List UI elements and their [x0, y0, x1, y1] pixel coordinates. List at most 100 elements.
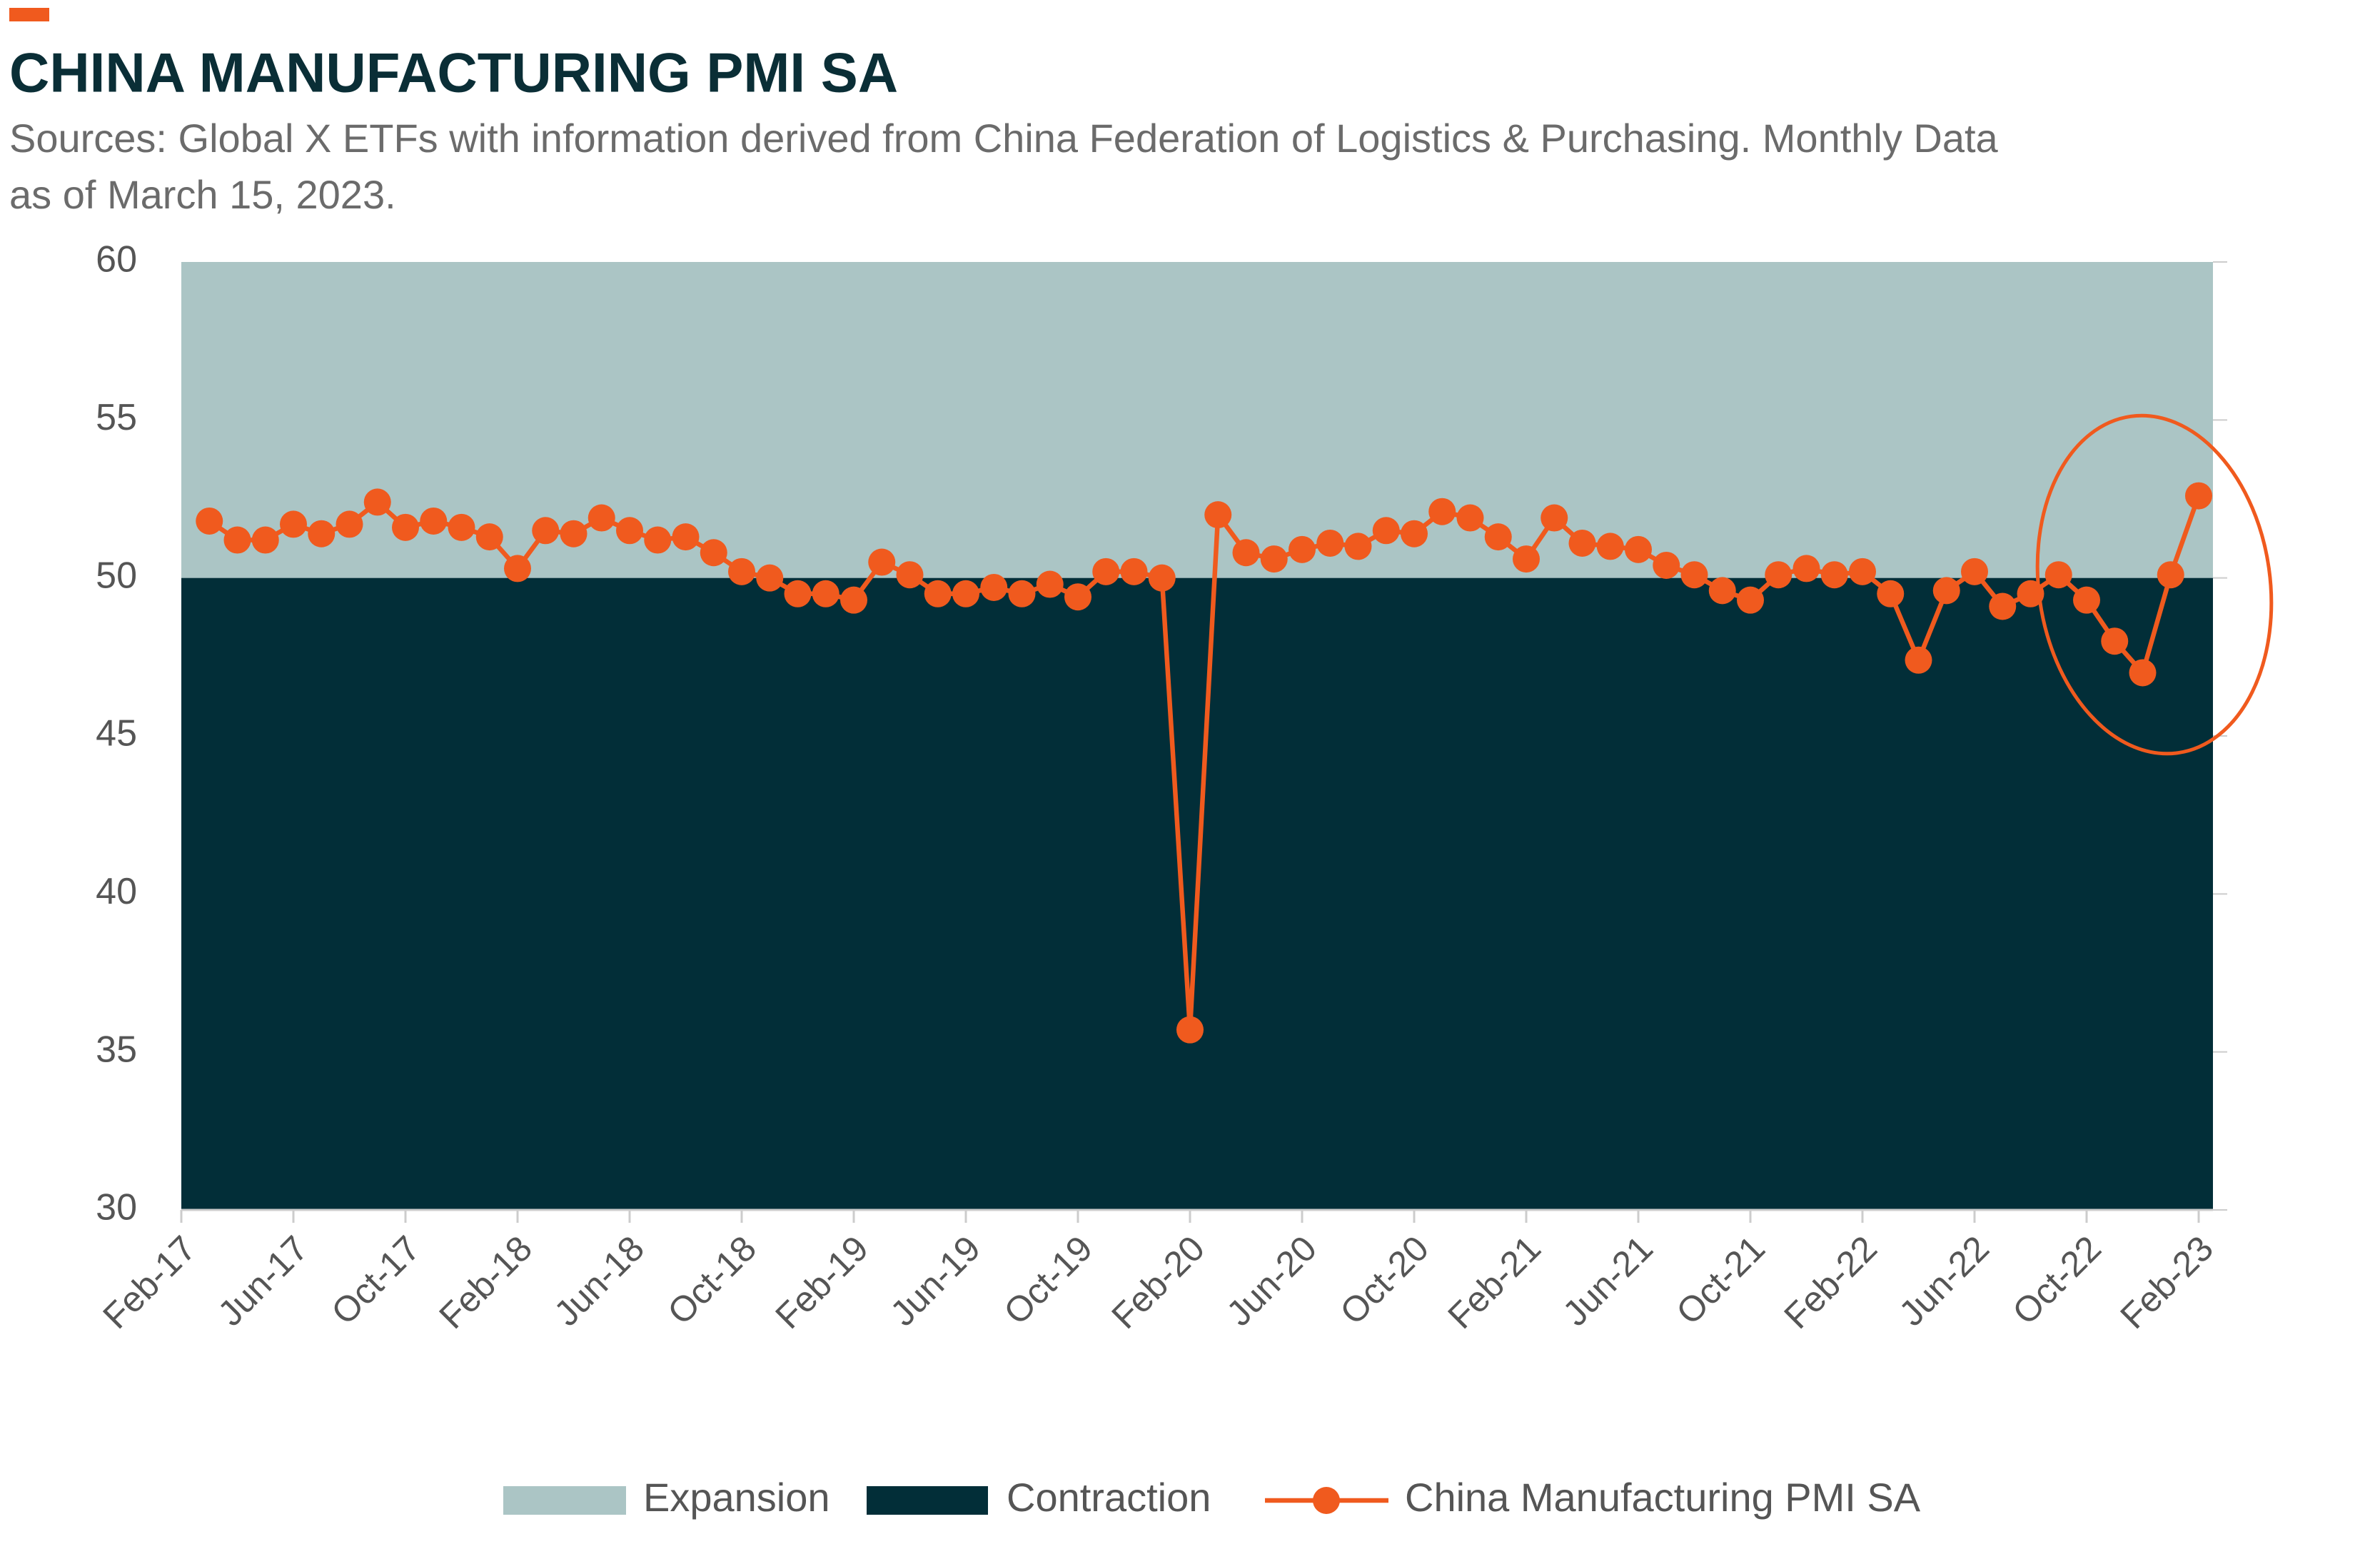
data-point [363, 488, 391, 516]
data-point [672, 523, 700, 551]
x-tick-label: Feb-22 [1776, 1228, 1885, 1337]
data-point [2157, 561, 2184, 589]
x-tick-label: Feb-20 [1104, 1228, 1212, 1337]
data-point [1344, 533, 1372, 560]
y-tick-label: 50 [96, 555, 137, 596]
x-tick-label: Oct-20 [1332, 1228, 1436, 1333]
data-point [251, 526, 279, 554]
x-tick-label: Jun-20 [1219, 1228, 1324, 1334]
legend-swatch [503, 1486, 626, 1515]
data-point [700, 539, 727, 567]
data-point [1316, 529, 1344, 557]
data-point [532, 517, 560, 545]
data-point [1260, 545, 1288, 573]
data-point [616, 517, 643, 545]
chart-title: CHINA MANUFACTURING PMI SA [9, 41, 898, 104]
data-point [1232, 539, 1260, 567]
data-point [1401, 520, 1428, 548]
y-tick-label: 30 [96, 1187, 137, 1228]
data-point [2129, 659, 2157, 687]
data-point [588, 504, 615, 532]
data-point [1541, 504, 1568, 532]
data-point [1905, 646, 1932, 674]
x-tick-label: Feb-21 [1440, 1228, 1548, 1337]
x-tick-label: Feb-23 [2112, 1228, 2221, 1337]
x-tick-label: Feb-19 [767, 1228, 876, 1337]
data-point [1456, 504, 1484, 532]
data-point [1737, 586, 1764, 614]
y-tick-label: 55 [96, 397, 137, 438]
data-point [1484, 523, 1512, 551]
x-tick-label: Feb-18 [431, 1228, 540, 1337]
data-point [336, 510, 363, 538]
data-point [475, 523, 503, 551]
x-tick-label: Jun-21 [1555, 1228, 1660, 1334]
data-point [308, 520, 336, 548]
chart-subtitle: as of March 15, 2023. [9, 172, 396, 217]
data-point [1064, 583, 1091, 611]
legend-label: Contraction [1007, 1475, 1211, 1520]
data-point [1008, 580, 1036, 607]
data-point [196, 507, 223, 535]
data-point [1820, 561, 1848, 589]
highlight-ellipse [2035, 413, 2274, 756]
data-point [896, 561, 924, 589]
y-tick-label: 60 [96, 239, 137, 281]
data-point [1204, 501, 1232, 529]
data-point [1708, 577, 1736, 605]
x-tick-label: Oct-22 [2005, 1228, 2109, 1333]
data-point [1932, 577, 1960, 605]
x-tick-label: Jun-19 [882, 1228, 988, 1334]
legend-swatch [867, 1486, 988, 1515]
data-point [1428, 498, 1456, 525]
data-point [392, 513, 419, 541]
data-point [1989, 592, 2017, 620]
data-point [420, 507, 448, 535]
data-point [2073, 586, 2100, 614]
data-point [1092, 557, 1120, 585]
data-point [980, 573, 1008, 601]
data-point [952, 580, 979, 607]
x-tick-label: Jun-17 [210, 1228, 316, 1334]
data-point [448, 513, 475, 541]
data-point [1372, 517, 1400, 545]
data-point [1625, 535, 1652, 563]
y-tick-label: 45 [96, 713, 137, 755]
x-tick-label: Jun-18 [546, 1228, 652, 1334]
data-point [644, 526, 672, 554]
legend-label: Expansion [643, 1475, 830, 1520]
data-point [728, 557, 755, 585]
data-point [812, 580, 839, 607]
data-point [784, 580, 812, 607]
x-tick-label: Oct-18 [660, 1228, 764, 1333]
data-point [504, 555, 531, 582]
data-point [756, 564, 784, 592]
x-tick-label: Oct-19 [996, 1228, 1100, 1333]
x-tick-label: Feb-17 [95, 1228, 203, 1337]
legend-label: China Manufacturing PMI SA [1405, 1475, 1921, 1520]
data-point [280, 510, 307, 538]
chart-subtitle: Sources: Global X ETFs with information … [9, 116, 1999, 161]
data-point [223, 526, 251, 554]
x-tick-label: Oct-17 [323, 1228, 428, 1333]
data-point [1596, 533, 1624, 560]
y-tick-label: 40 [96, 871, 137, 912]
data-point [560, 520, 588, 548]
data-point [1513, 545, 1540, 573]
band [181, 262, 2213, 578]
data-point [1849, 557, 1876, 585]
data-point [924, 580, 952, 607]
data-point [868, 548, 896, 576]
x-tick-label: Oct-21 [1668, 1228, 1773, 1333]
data-point [1148, 564, 1176, 592]
data-point [1680, 561, 1708, 589]
data-point [1765, 561, 1792, 589]
data-point [2101, 627, 2129, 655]
data-point [1877, 580, 1905, 607]
data-point [1036, 570, 1064, 598]
data-point [1568, 529, 1596, 557]
accent-bar [9, 8, 49, 21]
data-point [2044, 561, 2072, 589]
